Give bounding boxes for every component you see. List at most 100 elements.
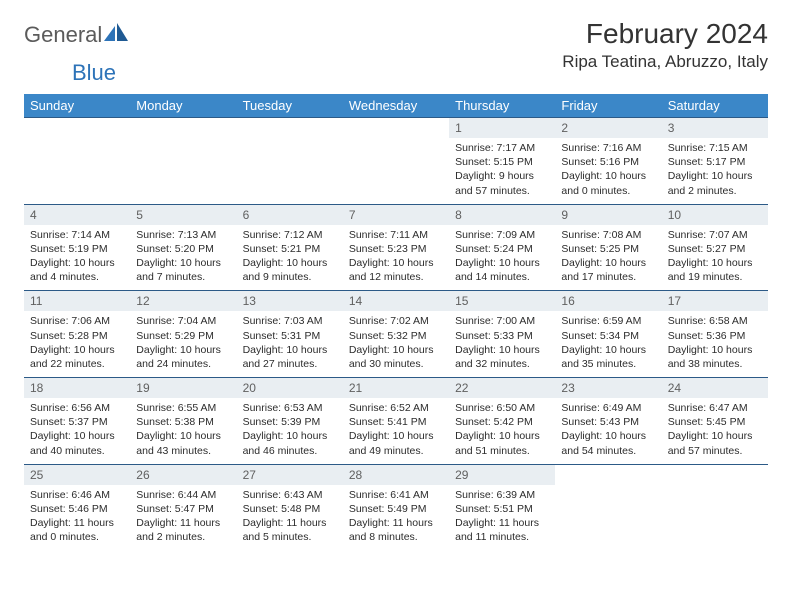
sunset-text: Sunset: 5:19 PM [30,242,124,256]
sunset-text: Sunset: 5:23 PM [349,242,443,256]
day-number-cell: 19 [130,378,236,399]
daylight-text: Daylight: 10 hours [668,169,762,183]
day-detail-cell: Sunrise: 7:07 AMSunset: 5:27 PMDaylight:… [662,225,768,291]
day-number-cell: 3 [662,118,768,139]
sunrise-text: Sunrise: 7:13 AM [136,228,230,242]
daylight-text: Daylight: 11 hours [136,516,230,530]
sunset-text: Sunset: 5:41 PM [349,415,443,429]
day-number-cell [237,118,343,139]
title-block: February 2024 Ripa Teatina, Abruzzo, Ita… [562,18,768,72]
daylight-text: Daylight: 10 hours [455,256,549,270]
detail-row: Sunrise: 7:06 AMSunset: 5:28 PMDaylight:… [24,311,768,377]
sunset-text: Sunset: 5:48 PM [243,502,337,516]
sunset-text: Sunset: 5:21 PM [243,242,337,256]
daylight-text: Daylight: 9 hours [455,169,549,183]
weekday-header: Sunday [24,94,130,118]
day-number-cell: 17 [662,291,768,312]
day-detail-cell: Sunrise: 7:15 AMSunset: 5:17 PMDaylight:… [662,138,768,204]
day-number-cell: 22 [449,378,555,399]
day-detail-cell: Sunrise: 6:41 AMSunset: 5:49 PMDaylight:… [343,485,449,551]
day-detail-cell: Sunrise: 6:50 AMSunset: 5:42 PMDaylight:… [449,398,555,464]
daylight-text: Daylight: 11 hours [349,516,443,530]
day-number-cell: 20 [237,378,343,399]
day-number-cell: 18 [24,378,130,399]
sunrise-text: Sunrise: 6:59 AM [561,314,655,328]
weekday-header: Saturday [662,94,768,118]
daylight-text2: and 35 minutes. [561,357,655,371]
daynum-row: 2526272829 [24,464,768,485]
sunset-text: Sunset: 5:34 PM [561,329,655,343]
daylight-text: Daylight: 10 hours [668,429,762,443]
month-title: February 2024 [562,18,768,50]
day-number-cell: 10 [662,204,768,225]
day-number-cell: 25 [24,464,130,485]
day-detail-cell [130,138,236,204]
sunrise-text: Sunrise: 7:04 AM [136,314,230,328]
day-detail-cell: Sunrise: 6:58 AMSunset: 5:36 PMDaylight:… [662,311,768,377]
daylight-text: Daylight: 10 hours [668,256,762,270]
sunset-text: Sunset: 5:43 PM [561,415,655,429]
detail-row: Sunrise: 7:17 AMSunset: 5:15 PMDaylight:… [24,138,768,204]
sunset-text: Sunset: 5:16 PM [561,155,655,169]
sunset-text: Sunset: 5:29 PM [136,329,230,343]
daylight-text2: and 7 minutes. [136,270,230,284]
day-number-cell: 27 [237,464,343,485]
day-detail-cell: Sunrise: 7:03 AMSunset: 5:31 PMDaylight:… [237,311,343,377]
daylight-text: Daylight: 11 hours [30,516,124,530]
location-label: Ripa Teatina, Abruzzo, Italy [562,52,768,72]
weekday-header: Monday [130,94,236,118]
daylight-text: Daylight: 10 hours [668,343,762,357]
day-detail-cell: Sunrise: 7:14 AMSunset: 5:19 PMDaylight:… [24,225,130,291]
day-number-cell: 9 [555,204,661,225]
sunrise-text: Sunrise: 7:06 AM [30,314,124,328]
daylight-text2: and 38 minutes. [668,357,762,371]
sunset-text: Sunset: 5:46 PM [30,502,124,516]
sunset-text: Sunset: 5:32 PM [349,329,443,343]
daylight-text2: and 54 minutes. [561,444,655,458]
day-detail-cell [662,485,768,551]
day-detail-cell: Sunrise: 7:16 AMSunset: 5:16 PMDaylight:… [555,138,661,204]
daylight-text2: and 43 minutes. [136,444,230,458]
daylight-text2: and 12 minutes. [349,270,443,284]
daylight-text: Daylight: 10 hours [243,343,337,357]
daynum-row: 123 [24,118,768,139]
sunrise-text: Sunrise: 7:11 AM [349,228,443,242]
day-number-cell: 29 [449,464,555,485]
sunrise-text: Sunrise: 7:07 AM [668,228,762,242]
sunrise-text: Sunrise: 7:12 AM [243,228,337,242]
sunrise-text: Sunrise: 6:41 AM [349,488,443,502]
detail-row: Sunrise: 6:56 AMSunset: 5:37 PMDaylight:… [24,398,768,464]
daylight-text: Daylight: 10 hours [561,429,655,443]
day-detail-cell: Sunrise: 6:46 AMSunset: 5:46 PMDaylight:… [24,485,130,551]
daylight-text2: and 0 minutes. [30,530,124,544]
sunrise-text: Sunrise: 7:16 AM [561,141,655,155]
sunrise-text: Sunrise: 7:14 AM [30,228,124,242]
weekday-header: Wednesday [343,94,449,118]
daynum-row: 18192021222324 [24,378,768,399]
day-number-cell: 24 [662,378,768,399]
sunrise-text: Sunrise: 6:52 AM [349,401,443,415]
sunrise-text: Sunrise: 6:39 AM [455,488,549,502]
daylight-text2: and 32 minutes. [455,357,549,371]
daylight-text2: and 51 minutes. [455,444,549,458]
day-number-cell: 12 [130,291,236,312]
sunset-text: Sunset: 5:33 PM [455,329,549,343]
detail-row: Sunrise: 6:46 AMSunset: 5:46 PMDaylight:… [24,485,768,551]
day-detail-cell: Sunrise: 7:11 AMSunset: 5:23 PMDaylight:… [343,225,449,291]
day-detail-cell: Sunrise: 6:44 AMSunset: 5:47 PMDaylight:… [130,485,236,551]
daylight-text2: and 8 minutes. [349,530,443,544]
sunrise-text: Sunrise: 6:58 AM [668,314,762,328]
daylight-text2: and 5 minutes. [243,530,337,544]
day-number-cell: 11 [24,291,130,312]
logo-text-general: General [24,22,102,48]
calendar-page: General February 2024 Ripa Teatina, Abru… [0,0,792,568]
calendar-body: 123Sunrise: 7:17 AMSunset: 5:15 PMDaylig… [24,118,768,551]
daylight-text2: and 57 minutes. [668,444,762,458]
daylight-text2: and 2 minutes. [668,184,762,198]
day-detail-cell: Sunrise: 7:12 AMSunset: 5:21 PMDaylight:… [237,225,343,291]
sunrise-text: Sunrise: 6:44 AM [136,488,230,502]
day-number-cell: 6 [237,204,343,225]
calendar-table: Sunday Monday Tuesday Wednesday Thursday… [24,94,768,550]
day-number-cell: 26 [130,464,236,485]
sunset-text: Sunset: 5:45 PM [668,415,762,429]
